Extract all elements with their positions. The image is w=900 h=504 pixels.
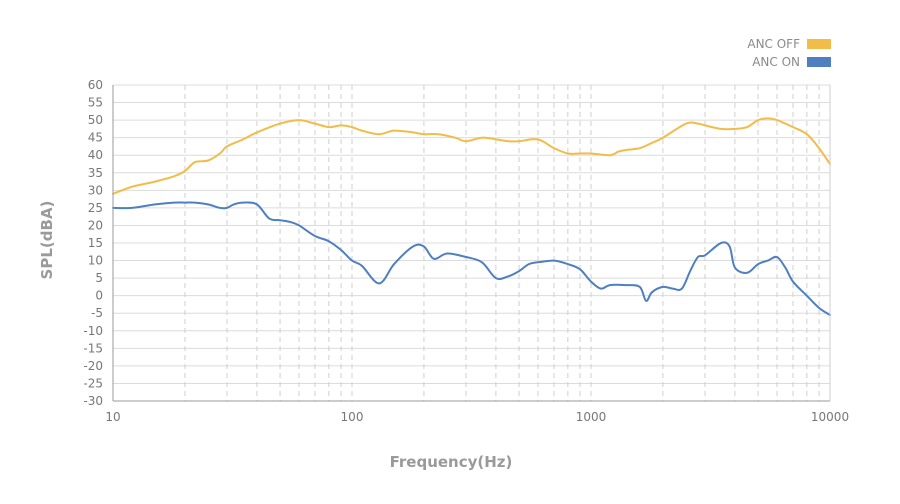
x-axis-title: Frequency(Hz): [390, 453, 513, 471]
y-tick-label: -20: [83, 359, 103, 373]
axes: 605550454035302520151050-5-10-15-20-25-3…: [83, 78, 849, 424]
y-tick-label: 0: [95, 289, 103, 303]
legend-label-anc-off: ANC OFF: [747, 37, 800, 51]
series-line-anc-on: [112, 201, 831, 316]
x-tick-label: 1000: [576, 410, 607, 424]
x-tick-label: 10000: [811, 410, 849, 424]
series-lines: [112, 117, 831, 316]
y-tick-label: 20: [88, 218, 103, 232]
grid: [112, 84, 831, 402]
y-tick-label: 25: [88, 201, 103, 215]
y-tick-label: 15: [88, 236, 103, 250]
y-tick-label: -30: [83, 394, 103, 408]
y-tick-label: -15: [83, 341, 103, 355]
y-tick-label: 10: [88, 254, 103, 268]
x-tick-label: 10: [105, 410, 120, 424]
legend-swatch-anc-off: [807, 39, 831, 49]
y-tick-label: 30: [88, 183, 103, 197]
legend-label-anc-on: ANC ON: [752, 55, 800, 69]
y-tick-label: 35: [88, 166, 103, 180]
y-tick-label: 45: [88, 131, 103, 145]
y-tick-label: 55: [88, 96, 103, 110]
y-tick-label: 5: [95, 271, 103, 285]
y-tick-label: 50: [88, 113, 103, 127]
legend: ANC OFF ANC ON: [747, 37, 831, 69]
y-axis-title: SPL(dBA): [38, 201, 56, 280]
y-tick-label: -10: [83, 324, 103, 338]
y-tick-label: 40: [88, 148, 103, 162]
y-tick-label: -5: [91, 306, 103, 320]
y-tick-label: -25: [83, 376, 103, 390]
y-tick-label: 60: [88, 78, 103, 92]
x-tick-label: 100: [341, 410, 364, 424]
series-line-anc-off: [112, 117, 831, 195]
legend-swatch-anc-on: [807, 57, 831, 67]
